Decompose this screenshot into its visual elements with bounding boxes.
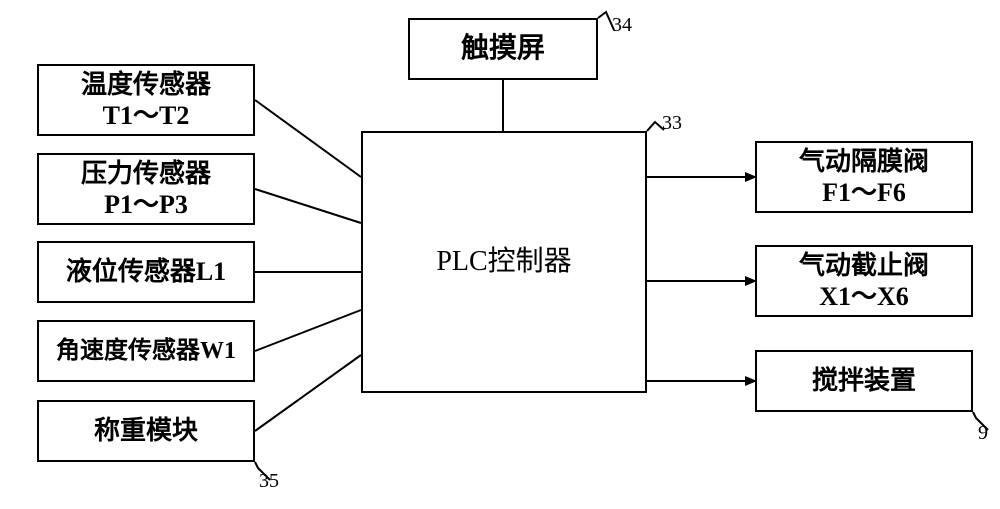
ref-label-stirrer: 9 [978, 422, 988, 445]
node-weigh: 称重模块 [37, 400, 255, 462]
node-temp: 温度传感器T1～T2 [37, 64, 255, 136]
node-stopvalve-line-1: X1～X6 [819, 281, 909, 312]
ref-label-plc: 33 [662, 112, 682, 135]
node-plc: PLC控制器 [361, 131, 647, 393]
node-level-line-0: 液位传感器L1 [66, 256, 226, 287]
node-diaphragm: 气动隔膜阀F1～F6 [755, 141, 973, 213]
node-angvel-line-0: 角速度传感器W1 [56, 337, 236, 366]
node-temp-line-0: 温度传感器 [81, 69, 211, 100]
node-pressure-line-1: P1～P3 [104, 189, 188, 220]
node-level: 液位传感器L1 [37, 241, 255, 303]
node-temp-line-1: T1～T2 [103, 100, 190, 131]
node-stirrer-line-0: 搅拌装置 [812, 365, 916, 396]
edge-temp-plc [255, 100, 361, 177]
node-weigh-line-0: 称重模块 [94, 415, 198, 446]
node-stopvalve: 气动截止阀X1～X6 [755, 245, 973, 317]
node-diaphragm-line-0: 气动隔膜阀 [799, 146, 929, 177]
node-touchscreen: 触摸屏 [408, 18, 598, 80]
edge-angvel-plc [255, 310, 361, 351]
ref-label-weigh: 35 [259, 470, 279, 493]
node-stopvalve-line-0: 气动截止阀 [799, 250, 929, 281]
ref-label-touchscreen: 34 [612, 14, 632, 37]
node-pressure: 压力传感器P1～P3 [37, 153, 255, 225]
node-touchscreen-line-0: 触摸屏 [461, 32, 545, 66]
plc-block-diagram: 触摸屏 34 PLC控制器 33 温度传感器T1～T2 压力传感器P1～P3 液位传感器L1… [0, 0, 1000, 509]
node-stirrer: 搅拌装置 [755, 350, 973, 412]
edge-weigh-plc [255, 355, 361, 431]
node-pressure-line-0: 压力传感器 [81, 158, 211, 189]
edge-pressure-plc [255, 189, 361, 223]
node-diaphragm-line-1: F1～F6 [822, 177, 906, 208]
node-angvel: 角速度传感器W1 [37, 320, 255, 382]
node-plc-line-0: PLC控制器 [436, 245, 571, 279]
